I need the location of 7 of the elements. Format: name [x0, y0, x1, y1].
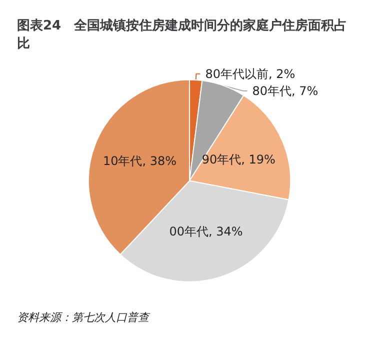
slice-label: 80年代以前, 2% [205, 66, 296, 81]
slice-label: 10年代, 38% [102, 154, 177, 168]
slice-label: 80年代, 7% [252, 84, 318, 98]
slice-label: 00年代, 34% [169, 224, 243, 239]
text: 资料来源：第七次人口普查 [17, 311, 151, 324]
slice-label: 90年代, 19% [202, 152, 276, 167]
chart-title: 图表24 全国城镇按住房建成时间分的家庭户住房面积占比 [17, 18, 348, 52]
